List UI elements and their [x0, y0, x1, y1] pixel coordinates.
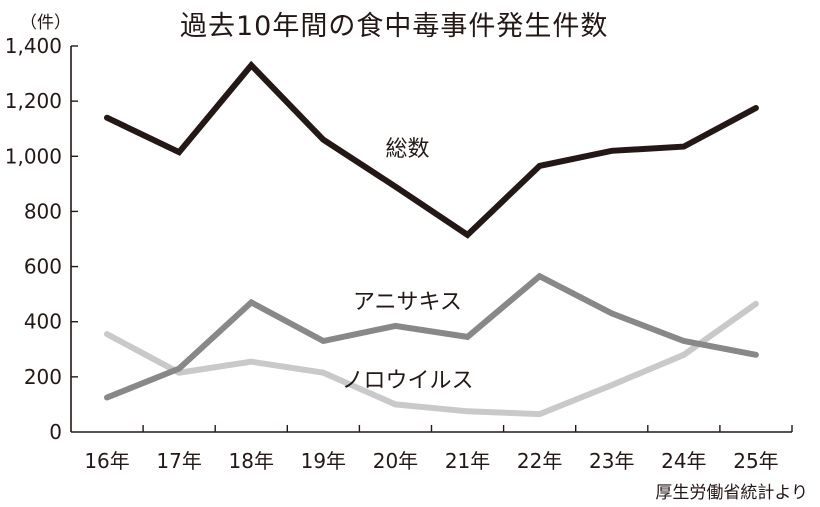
- x-tick-label: 19年: [301, 449, 346, 473]
- x-tick-label: 25年: [733, 449, 778, 473]
- x-tick-label: 21年: [445, 449, 490, 473]
- x-tick-label: 24年: [661, 449, 706, 473]
- x-tick-label: 16年: [84, 449, 129, 473]
- y-tick-label: 1,000: [5, 144, 62, 168]
- label-anisakis: アニサキス: [353, 290, 462, 315]
- y-axis-unit-label: （件）: [20, 13, 71, 33]
- y-tick-label: 0: [49, 420, 62, 444]
- x-tick-label: 18年: [229, 449, 274, 473]
- x-tick-label: 22年: [517, 449, 562, 473]
- series-line-total: [104, 60, 759, 239]
- y-tick-label: 1,200: [5, 89, 62, 113]
- y-tick-label: 800: [24, 199, 62, 223]
- y-tick-label: 400: [24, 310, 62, 334]
- chart-title: 過去10年間の食中毒事件発生件数: [180, 11, 609, 42]
- label-norovirus: ノロウイルス: [341, 369, 473, 394]
- series-line-anisakis: [104, 272, 759, 401]
- series-line-norovirus: [104, 300, 759, 418]
- y-tick-label: 600: [24, 255, 62, 279]
- y-tick-label: 1,400: [5, 34, 62, 58]
- series-lines: [104, 60, 759, 418]
- axes: 0 200 400 600 800 1,000 1,200 1,400 16年 17年 18年 19年…: [5, 34, 793, 473]
- label-total: 総数: [385, 137, 429, 162]
- x-tick-label: 17年: [156, 449, 201, 473]
- x-tick-label: 20年: [373, 449, 418, 473]
- y-tick-label: 200: [24, 365, 62, 389]
- source-note: 厚生労働省統計より: [655, 483, 808, 503]
- x-tick-label: 23年: [589, 449, 634, 473]
